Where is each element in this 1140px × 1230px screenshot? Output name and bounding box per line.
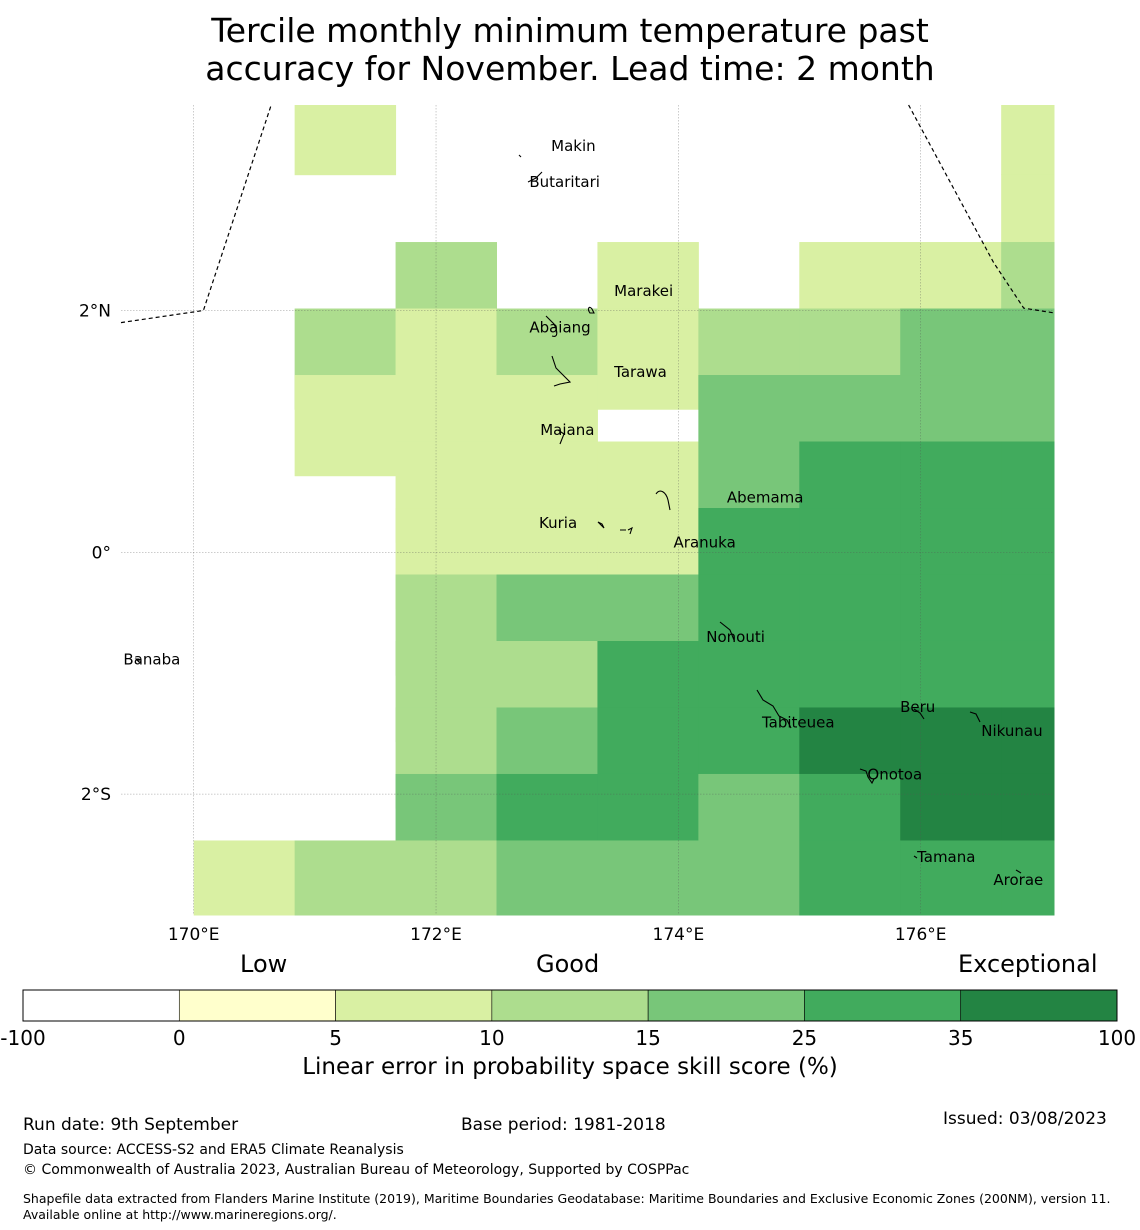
colorbar-category-exceptional: Exceptional (958, 950, 1098, 978)
place-label-butaritari: Butaritari (529, 173, 600, 191)
skill-grid (193, 105, 1055, 916)
skill-cell (294, 105, 397, 176)
island-tabiteuea-shape (756, 689, 792, 729)
base-period: Base period: 1981-2018 (461, 1115, 666, 1135)
colorbar-swatch (335, 989, 493, 1022)
place-label-beru: Beru (900, 698, 935, 716)
map-title-line-1: Tercile monthly minimum temperature past (211, 11, 929, 50)
island-kuria-shape (597, 521, 605, 529)
colorbar-category-good: Good (536, 950, 600, 978)
place-label-aranuka: Aranuka (674, 533, 736, 551)
y-tick-label: 2°N (79, 302, 111, 322)
place-label-tarawa: Tarawa (613, 363, 667, 381)
data-source: Data source: ACCESS-S2 and ERA5 Climate … (23, 1142, 404, 1158)
island-onotoa-shape (859, 768, 875, 785)
place-label-nonouti: Nonouti (706, 628, 765, 646)
skill-cell (496, 840, 598, 916)
skill-cell (294, 375, 397, 477)
island-arorae-shape (1015, 869, 1022, 874)
island-marakei-shape (587, 306, 595, 314)
eez-boundary-line (908, 104, 1055, 314)
place-label-maiana: Maiana (540, 421, 594, 439)
island-nonouti-shape (719, 621, 735, 641)
x-tick-label: 174°E (653, 925, 705, 945)
issued-date: Issued: 03/08/2023 (943, 1109, 1107, 1129)
place-label-tamana: Tamana (916, 848, 975, 866)
island-butaritari-shape (527, 171, 543, 183)
skill-cell (698, 840, 800, 916)
colorbar-tick-label: 0 (173, 1026, 186, 1050)
x-tick-label: 172°E (410, 925, 462, 945)
colorbar: -100 0 5 10 15 25 35 100 (0, 989, 1136, 1050)
island-abaiang-shape (545, 315, 558, 337)
copyright: © Commonwealth of Australia 2023, Austra… (23, 1162, 690, 1178)
graticule (121, 105, 1054, 915)
place-label-makin: Makin (551, 137, 596, 155)
place-label-marakei: Marakei (614, 282, 673, 300)
skill-cell (193, 840, 296, 916)
island-banaba-shape (134, 658, 140, 664)
colorbar-tick-label: 10 (479, 1026, 504, 1050)
colorbar-swatch (178, 989, 336, 1022)
island-beru-shape (913, 708, 925, 720)
y-tick-label: 0° (92, 543, 111, 563)
island-tamana-shape (913, 855, 918, 859)
place-label-kuria: Kuria (539, 514, 577, 532)
place-labels: Makin Butaritari Marakei Abaiang Tarawa Maian… (123, 137, 1043, 889)
colorbar-category-low: Low (240, 950, 288, 978)
place-label-abemama: Abemama (727, 489, 804, 507)
skill-cell (900, 840, 1002, 916)
x-tick-label: 176°E (895, 925, 947, 945)
eez-boundaries (120, 104, 1055, 324)
island-maiana-shape (557, 429, 565, 445)
colorbar-tick-label: 100 (1098, 1026, 1136, 1050)
island-outlines (134, 154, 1022, 874)
colorbar-tick-label: 35 (948, 1026, 973, 1050)
place-label-onotoa: Onotoa (867, 766, 922, 784)
map-title: Tercile monthly minimum temperature past… (0, 12, 1140, 88)
island-makin-shape (518, 154, 522, 158)
y-tick-label: 2°S (81, 785, 111, 805)
skill-cell (597, 308, 699, 410)
colorbar-label: Linear error in probability space skill … (302, 1054, 838, 1080)
skill-cell (799, 840, 901, 916)
axis-ticks: 170°E 172°E 174°E 176°E 2°N 0° 2°S (79, 302, 947, 945)
place-label-nikunau: Nikunau (981, 722, 1042, 740)
skill-cell (1001, 840, 1055, 916)
colorbar-frame (22, 989, 1118, 1022)
island-abemama-shape (655, 490, 671, 511)
place-label-abaiang: Abaiang (529, 318, 590, 336)
place-label-banaba: Banaba (123, 651, 180, 669)
skill-cell (294, 840, 397, 916)
colorbar-tick-label: 5 (329, 1026, 342, 1050)
colorbar-swatch (491, 989, 649, 1022)
eez-boundary-line (120, 104, 272, 324)
island-tarawa-shape (551, 355, 572, 387)
colorbar-tick-label: -100 (0, 1026, 45, 1050)
colorbar-swatch (647, 989, 805, 1022)
colorbar-swatch (22, 989, 180, 1022)
run-date: Run date: 9th September (23, 1115, 239, 1135)
shapefile-credit: Shapefile data extracted from Flanders M… (23, 1191, 1111, 1222)
x-tick-label: 170°E (168, 925, 220, 945)
colorbar-swatch (804, 989, 962, 1022)
skill-cell (395, 840, 498, 916)
island-aranuka-shape (620, 526, 633, 535)
colorbar-tick-label: 25 (792, 1026, 817, 1050)
colorbar-swatch (960, 989, 1118, 1022)
place-label-tabiteuea: Tabiteuea (761, 714, 835, 732)
place-label-arorae: Arorae (993, 871, 1043, 889)
island-nikunau-shape (969, 711, 981, 723)
colorbar-tick-label: 15 (635, 1026, 660, 1050)
skill-map: Makin Butaritari Marakei Abaiang Tarawa Maian… (79, 104, 1055, 945)
skill-cell (597, 840, 699, 916)
map-title-line-2: accuracy for November. Lead time: 2 mont… (205, 49, 935, 88)
skill-cell (1001, 105, 1055, 176)
